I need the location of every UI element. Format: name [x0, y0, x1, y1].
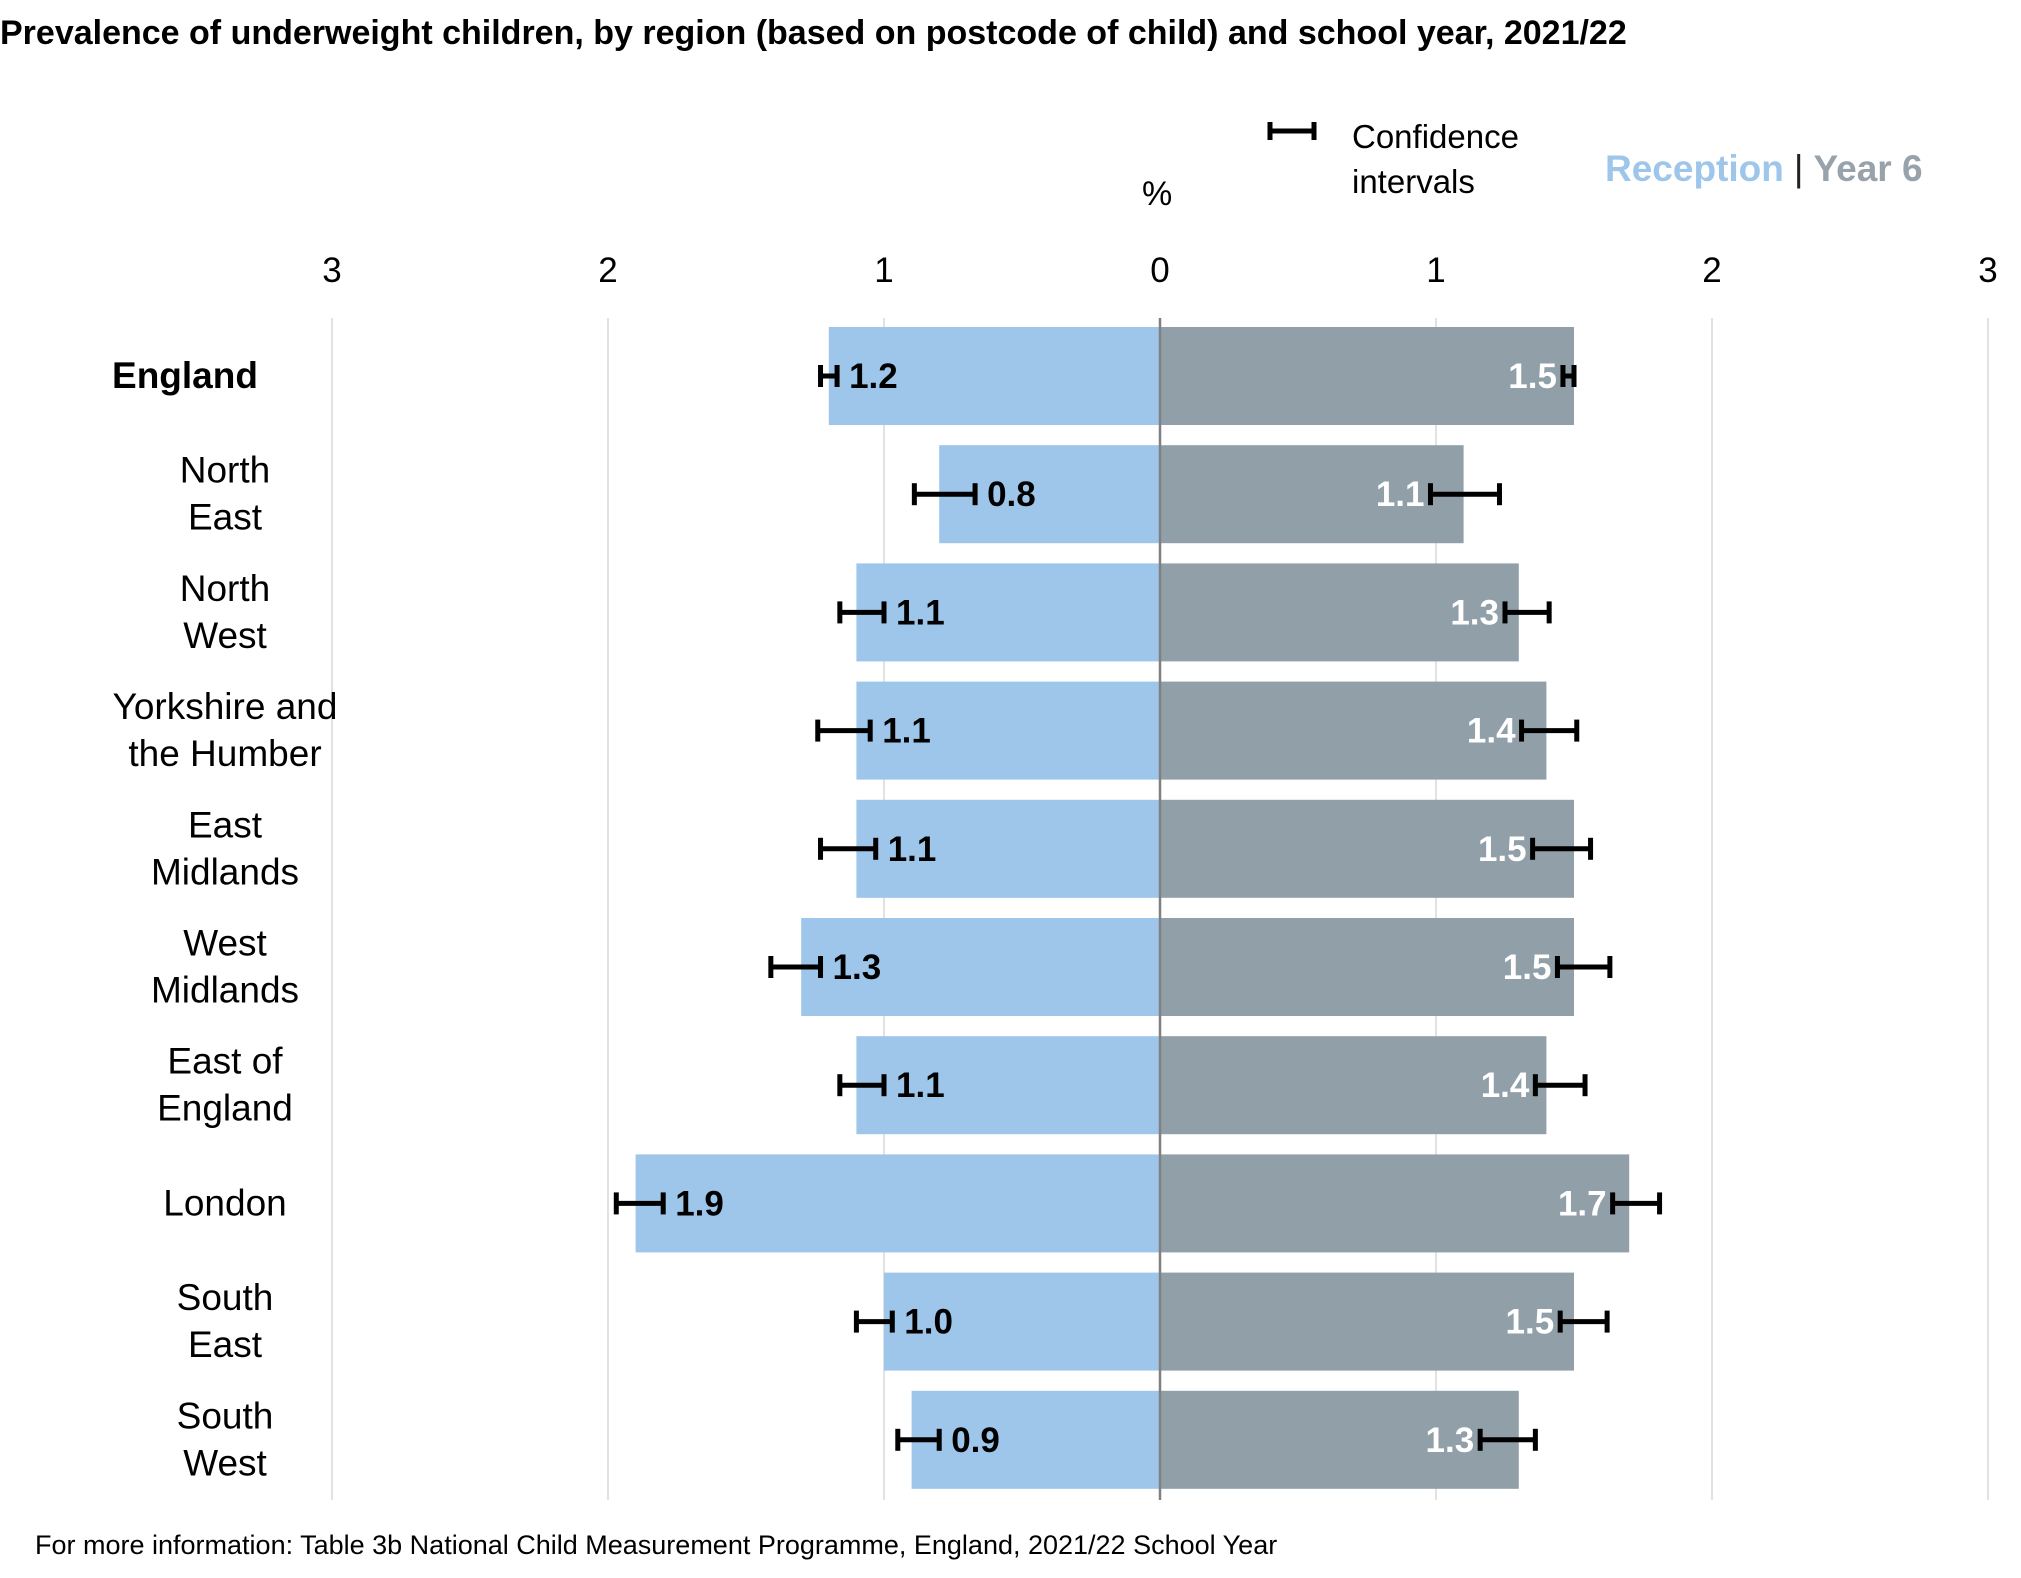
bar-year6 [1160, 563, 1519, 662]
category-label: North [180, 568, 270, 609]
category-label: England [157, 1088, 293, 1129]
value-label-reception: 1.0 [904, 1303, 953, 1342]
value-label-reception: 1.2 [849, 357, 898, 396]
value-label-year6: 1.1 [1376, 475, 1425, 514]
unit-label: % [1142, 175, 1173, 213]
value-label-year6: 1.4 [1481, 1066, 1530, 1105]
source-footnote: For more information: Table 3b National … [35, 1530, 1278, 1560]
value-label-year6: 1.3 [1426, 1421, 1475, 1460]
bar-reception [828, 327, 1160, 425]
value-label-reception: 1.1 [896, 1066, 945, 1105]
value-label-reception: 1.9 [675, 1184, 724, 1223]
bar-year6 [1160, 1272, 1574, 1371]
bar-year6 [1160, 445, 1464, 544]
category-label: East [188, 1324, 263, 1365]
x-tick-label: 1 [1426, 251, 1445, 290]
bar-year6 [1160, 1390, 1519, 1489]
confidence-interval-legend-label: Confidence intervals [1352, 118, 1519, 200]
x-tick-label: 0 [1150, 251, 1169, 290]
value-label-year6: 1.3 [1450, 593, 1499, 632]
value-label-reception: 1.3 [833, 948, 882, 987]
bar-reception [856, 563, 1160, 662]
category-label: West [183, 923, 267, 964]
x-tick-label: 1 [874, 251, 893, 290]
x-tick-label: 3 [322, 251, 341, 290]
legend-reception: Reception [1605, 148, 1784, 189]
value-label-year6: 1.5 [1503, 948, 1552, 987]
category-label: Midlands [151, 851, 299, 892]
chart-title: Prevalence of underweight children, by r… [0, 14, 1627, 52]
bar-year6 [1160, 799, 1574, 898]
bar-reception [856, 1036, 1160, 1135]
bar-reception [884, 1272, 1160, 1371]
value-label-reception: 0.9 [951, 1421, 1000, 1460]
value-label-reception: 1.1 [896, 593, 945, 632]
value-label-year6: 1.5 [1508, 357, 1557, 396]
value-label-reception: 0.8 [987, 475, 1036, 514]
value-label-reception: 1.1 [882, 712, 931, 751]
x-tick-label: 2 [598, 251, 617, 290]
bar-year6 [1160, 327, 1574, 425]
category-label: Yorkshire and [113, 686, 338, 727]
value-label-year6: 1.4 [1467, 712, 1516, 751]
category-label: North [180, 450, 270, 491]
series-legend: Reception | Year 6 [1605, 148, 1923, 190]
value-label-year6: 1.7 [1558, 1184, 1607, 1223]
category-label: the Humber [128, 733, 321, 774]
x-tick-label: 3 [1978, 251, 1997, 290]
category-label: London [163, 1182, 286, 1223]
category-label: West [183, 615, 267, 656]
bar-reception [635, 1154, 1160, 1253]
value-label-reception: 1.1 [888, 830, 937, 869]
value-label-year6: 1.5 [1506, 1303, 1555, 1342]
bar-reception [801, 918, 1160, 1016]
x-tick-label: 2 [1702, 251, 1721, 290]
category-label: East [188, 497, 263, 538]
confidence-interval-legend-icon [1267, 122, 1317, 140]
category-label: South [177, 1395, 274, 1436]
category-label: South [177, 1277, 274, 1318]
bar-year6 [1160, 681, 1547, 780]
bar-reception [856, 799, 1160, 898]
category-label: Midlands [151, 970, 299, 1011]
bar-year6 [1160, 1036, 1547, 1135]
legend-separator: | [1793, 148, 1804, 189]
bar-year6 [1160, 1154, 1630, 1253]
value-label-year6: 1.5 [1478, 830, 1527, 869]
category-label: West [183, 1442, 267, 1483]
category-label: East of [167, 1041, 283, 1082]
legend-year6: Year 6 [1813, 148, 1923, 189]
category-label: England [112, 355, 258, 396]
category-label: East [188, 804, 263, 845]
bar-reception [856, 681, 1160, 780]
bar-year6 [1160, 918, 1574, 1016]
bar-reception [911, 1390, 1160, 1489]
